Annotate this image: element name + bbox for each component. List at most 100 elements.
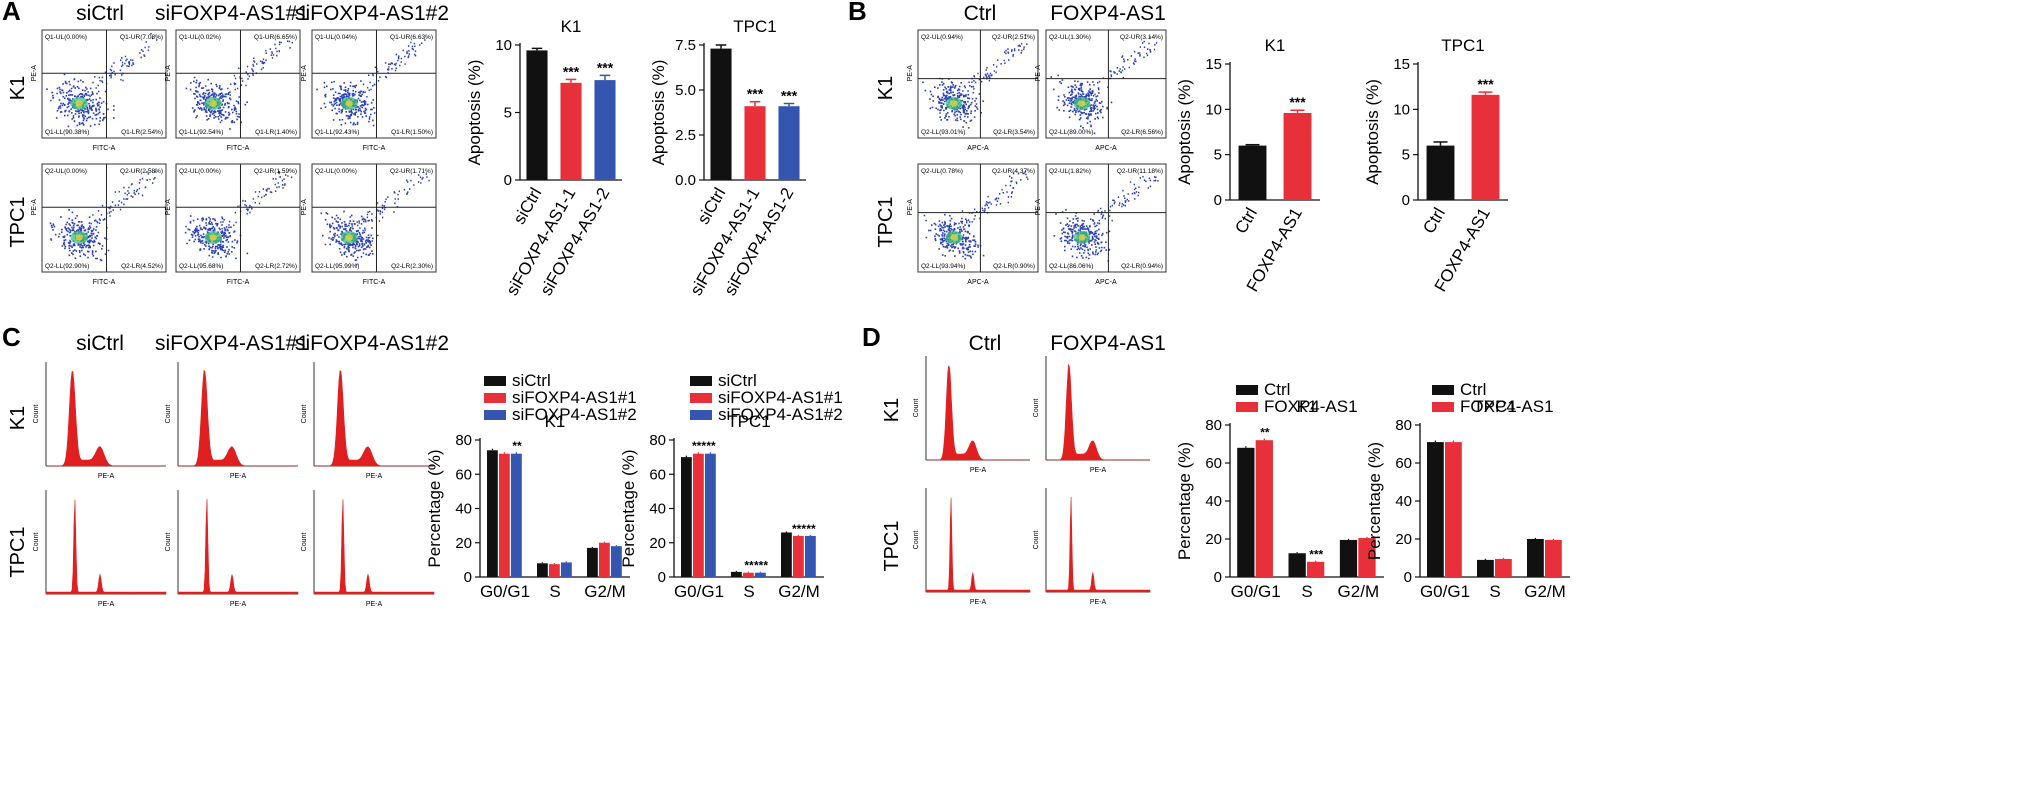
category-label: G2/M xyxy=(778,582,820,601)
histogram-d-r2-c2: PE-A Count xyxy=(1033,488,1151,606)
bar xyxy=(587,547,598,577)
quadrant-ul: Q2-UL(0.78%) xyxy=(921,168,963,175)
dna-content-histogram xyxy=(1046,364,1150,461)
category-label: G2/M xyxy=(584,582,626,601)
bar xyxy=(1426,145,1455,200)
quadrant-ur: Q2-UR(2.51%) xyxy=(992,34,1035,41)
y-axis-title: Apoptosis (%) xyxy=(1175,79,1194,185)
bar xyxy=(1288,553,1306,577)
panel-a-col-title-2: siFOXP4-AS1#1 xyxy=(155,2,309,25)
legend-label: siFOXP4-AS1#2 xyxy=(512,405,637,424)
chart-title: TPC1 xyxy=(733,17,776,36)
legend-swatch xyxy=(484,410,506,420)
histogram-d-r2-c1: PE-A Count xyxy=(913,488,1031,606)
flow-plot-b-r2-c1: Q2-UL(0.78%) Q2-UR(4.37%) Q2-LL(93.94%) Q2-… xyxy=(907,163,1039,286)
significance-label: *** xyxy=(563,63,580,79)
y-axis-title: Apoptosis (%) xyxy=(1363,79,1382,185)
significance-label: ** xyxy=(806,522,816,536)
dna-content-histogram xyxy=(925,497,1031,593)
bar xyxy=(611,546,622,577)
chart-title: K1 xyxy=(1297,397,1318,416)
flow-plot-a-r2-c2: Q2-UL(0.00%) Q2-UR(1.59%) Q2-LL(95.68%) Q2-… xyxy=(165,163,301,286)
chart-title: TPC1 xyxy=(727,412,770,431)
y-tick-label: 5 xyxy=(1214,147,1222,164)
category-label: S xyxy=(1301,582,1312,601)
category-label: G2/M xyxy=(1338,582,1380,601)
histogram-c-r1-c1: PE-A Count xyxy=(33,362,166,480)
bar xyxy=(1237,447,1255,577)
category-label: Ctrl xyxy=(1231,205,1261,237)
bar xyxy=(549,564,560,577)
bar xyxy=(487,450,498,577)
quadrant-lr: Q2-LR(2.30%) xyxy=(391,263,433,270)
bar xyxy=(537,563,548,577)
panel-letter-a: A xyxy=(2,0,21,26)
x-axis-label: APC-A xyxy=(1095,145,1117,152)
quadrant-ur: Q2-UR(3.14%) xyxy=(1120,34,1163,41)
quadrant-ur: Q2-UR(4.37%) xyxy=(992,168,1035,175)
panel-b-col-title-2: FOXP4-AS1 xyxy=(1050,2,1166,25)
category-label: Ctrl xyxy=(1419,205,1449,237)
y-axis-title: Apoptosis (%) xyxy=(649,60,668,166)
quadrant-ll: Q2-LL(92.90%) xyxy=(45,263,89,270)
x-axis-label: PE-A xyxy=(230,601,247,608)
dna-content-histogram xyxy=(45,499,167,595)
y-axis-label: Count xyxy=(913,399,920,418)
y-axis-label: Count xyxy=(33,533,40,552)
bar xyxy=(805,535,816,577)
bar xyxy=(561,562,572,577)
plot-frame xyxy=(41,163,167,273)
bar xyxy=(1339,539,1358,577)
dna-content-histogram xyxy=(178,369,298,467)
density-peak xyxy=(345,234,353,241)
quadrant-ll: Q2-LL(93.01%) xyxy=(921,129,965,136)
legend-swatch xyxy=(484,376,506,386)
y-tick-label: 40 xyxy=(649,501,666,518)
x-axis-label: PE-A xyxy=(970,599,987,606)
y-tick-label: 80 xyxy=(1205,417,1222,434)
y-axis-label: PE-A xyxy=(31,65,38,82)
legend-swatch xyxy=(484,393,506,403)
panel-a-row-label-tpc1: TPC1 xyxy=(7,196,29,247)
x-axis-label: APC-A xyxy=(967,279,989,286)
y-tick-label: 40 xyxy=(1205,493,1222,510)
dna-content-histogram xyxy=(926,365,1030,461)
quadrant-lr: Q2-LR(3.54%) xyxy=(993,129,1035,136)
histogram-c-r2-c2: PE-A Count xyxy=(165,490,299,608)
bar xyxy=(560,82,582,180)
panel-d-row-label-tpc1: TPC1 xyxy=(881,520,903,571)
legend-label: Ctrl xyxy=(1460,380,1486,399)
density-peak xyxy=(345,100,353,107)
x-axis-label: FITC-A xyxy=(93,145,116,152)
legend-swatch xyxy=(1432,385,1454,395)
significance-label: ** xyxy=(512,439,522,453)
quadrant-ll: Q1-LL(90.38%) xyxy=(45,129,89,136)
y-axis-label: PE-A xyxy=(1035,65,1042,82)
chart-title: TPC1 xyxy=(1441,36,1484,55)
legend-label: FOXP4-AS1 xyxy=(1264,397,1358,416)
density-peak xyxy=(950,100,958,107)
y-axis-title: Percentage (%) xyxy=(425,449,444,567)
flow-plot-b-r1-c2: Q2-UL(1.30%) Q2-UR(3.14%) Q2-LL(89.00%) Q2-… xyxy=(1035,29,1167,152)
plot-frame xyxy=(311,163,437,273)
y-tick-label: 0 xyxy=(1214,192,1222,209)
y-tick-label: 0.0 xyxy=(675,172,696,189)
x-axis-label: PE-A xyxy=(230,473,247,480)
y-axis-title: Percentage (%) xyxy=(1365,442,1384,560)
y-tick-label: 0 xyxy=(1404,569,1412,586)
legend-swatch xyxy=(690,376,712,386)
category-label: S xyxy=(1489,582,1500,601)
legend-label: FOXP4-AS1 xyxy=(1460,397,1554,416)
plot-frame xyxy=(175,29,301,139)
bar xyxy=(693,453,704,577)
density-peak xyxy=(1078,100,1086,107)
histogram-d-r1-c2: PE-A Count xyxy=(1033,356,1150,474)
bar xyxy=(499,453,510,577)
plot-frame xyxy=(917,163,1039,273)
bar xyxy=(599,542,610,577)
panel-c-col-title-2: siFOXP4-AS1#1 xyxy=(155,332,309,355)
dna-content-histogram xyxy=(314,370,434,467)
y-axis-label: Count xyxy=(1033,531,1040,550)
